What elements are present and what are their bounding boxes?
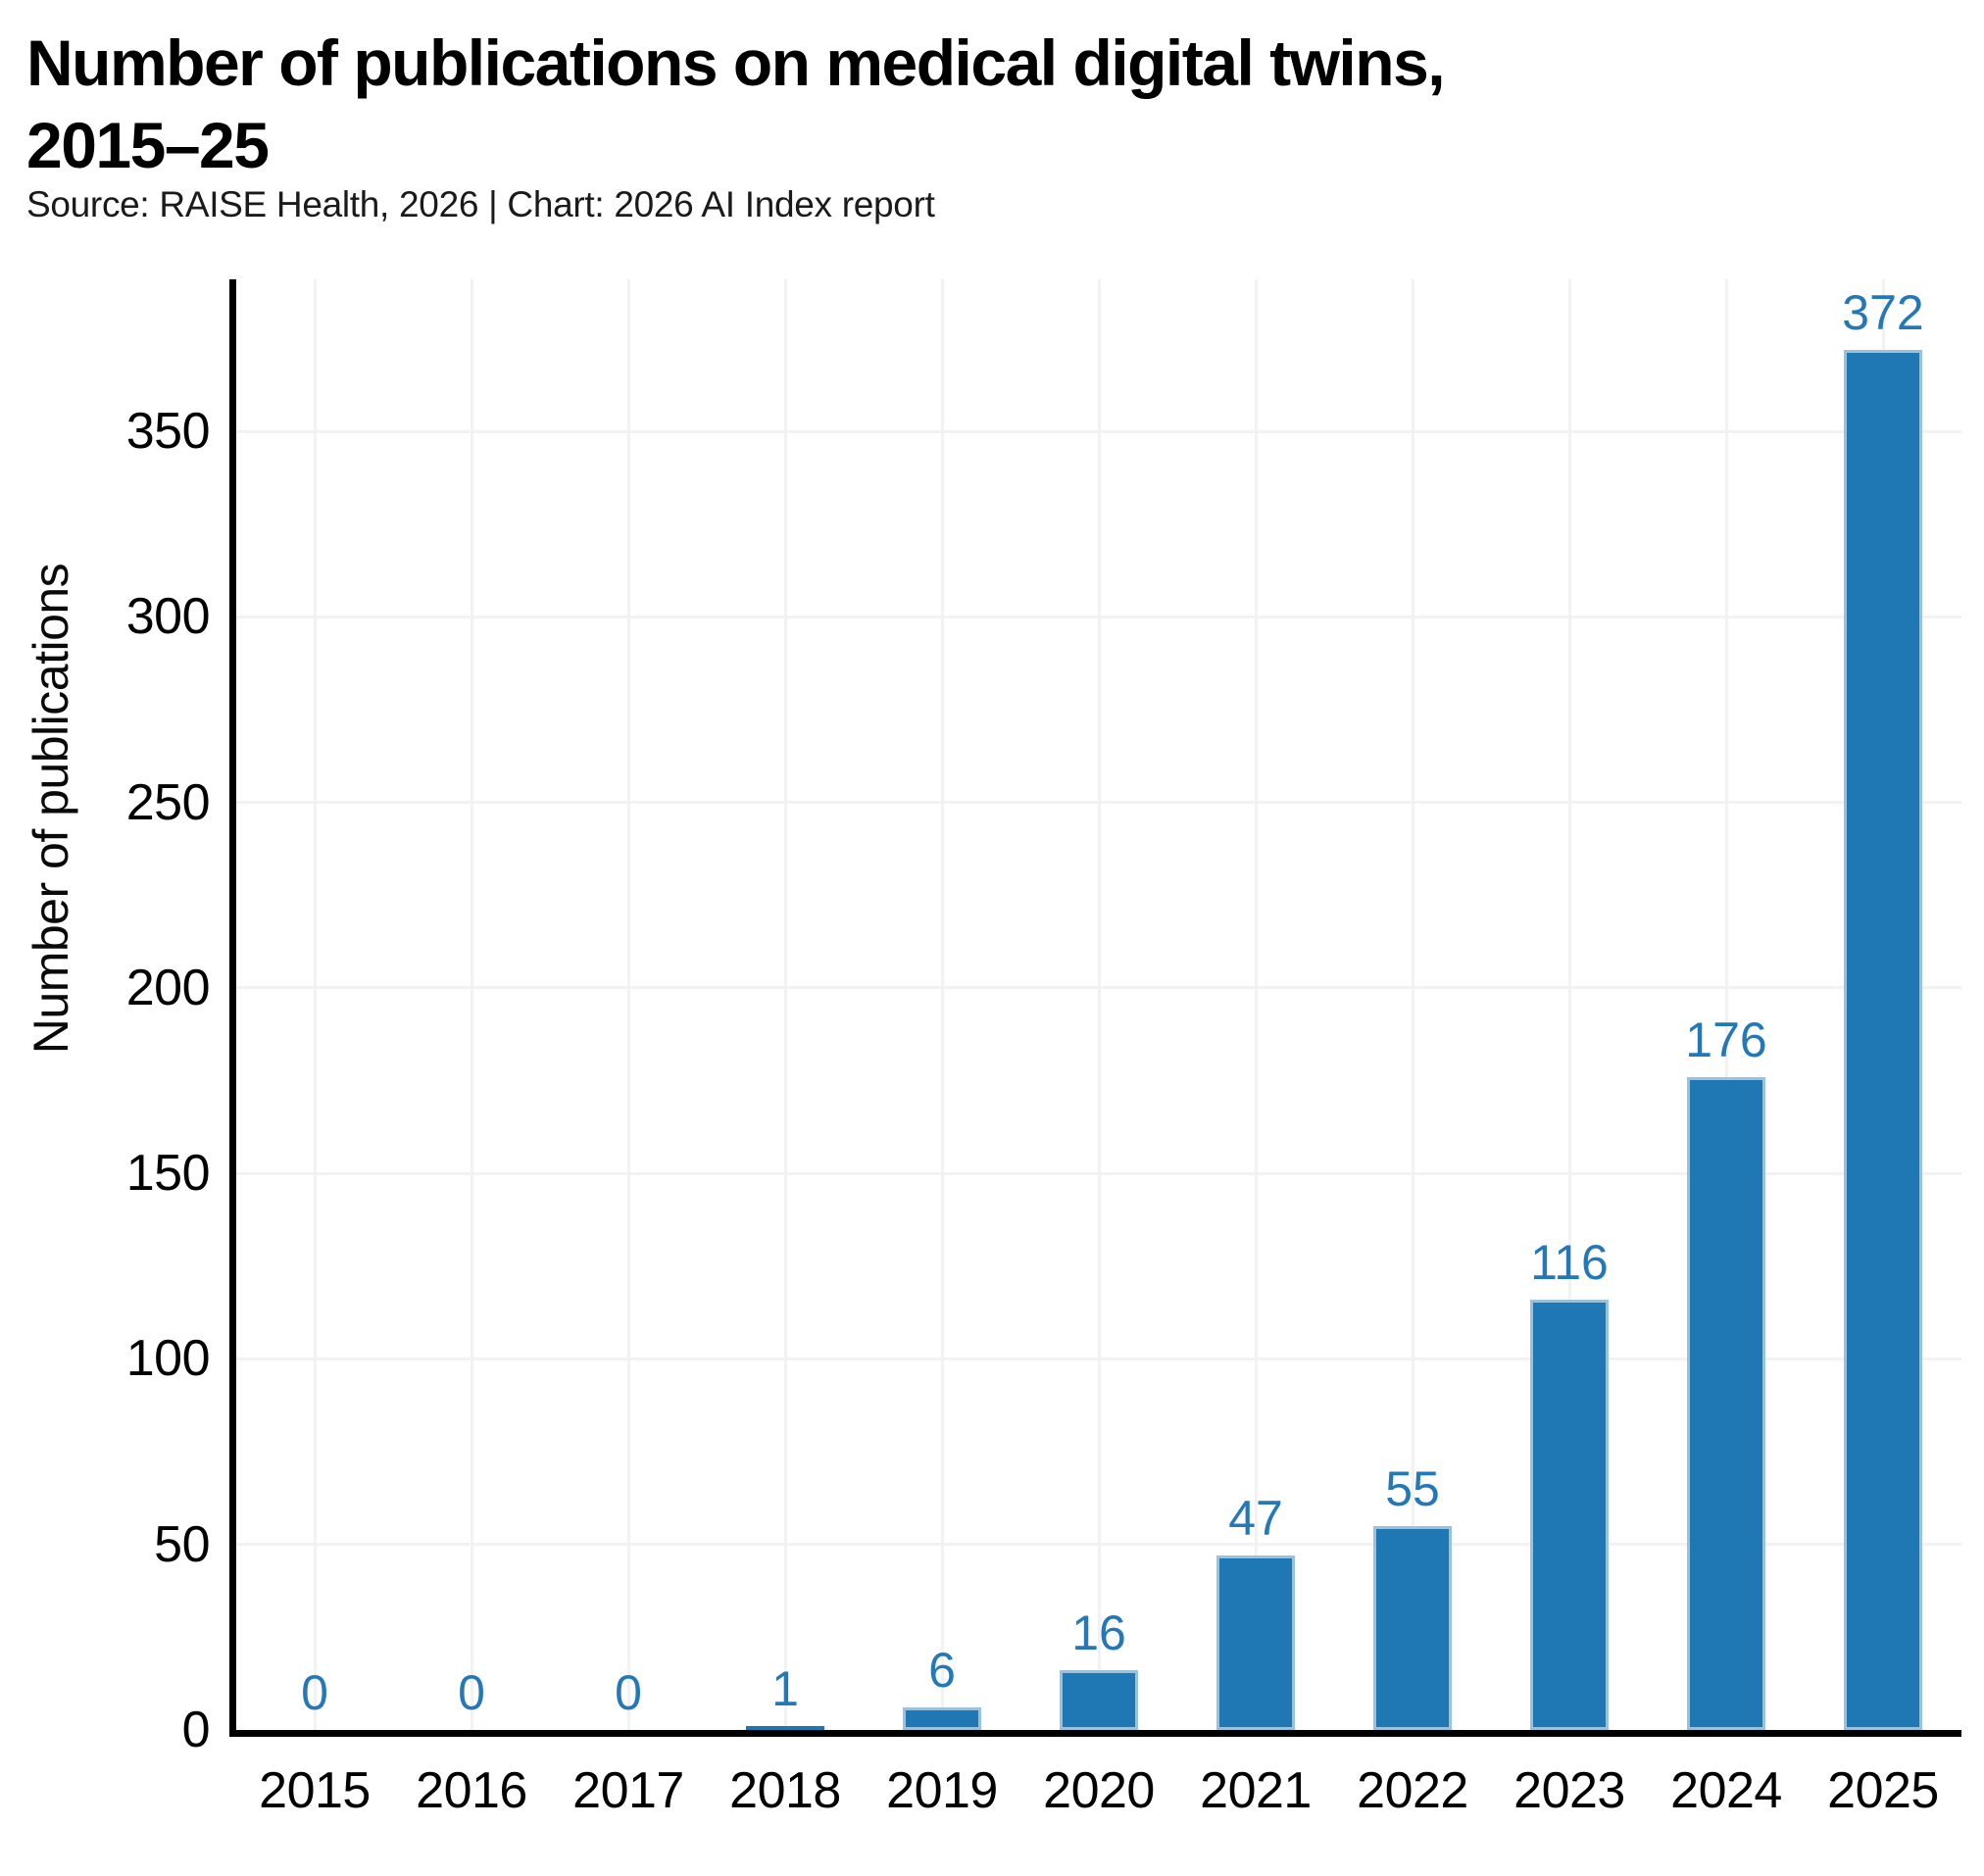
bar-2019 <box>903 1707 981 1730</box>
x-tick-label-2025: 2025 <box>1827 1762 1939 1819</box>
bar-2024 <box>1687 1076 1765 1730</box>
gridline-vertical-2024 <box>1724 279 1728 1730</box>
plot-area: 0 0 0 1 6 16 47 55 116 176 372 <box>229 279 1961 1737</box>
chart-title-line-2: 2015–25 <box>26 109 270 181</box>
x-tick-label-2020: 2020 <box>1043 1762 1155 1819</box>
y-tick-label-100: 100 <box>125 1330 211 1388</box>
x-tick-label-2018: 2018 <box>729 1762 841 1819</box>
chart-title-line-1: Number of publications on medical digita… <box>26 26 1446 99</box>
bar-2023 <box>1530 1299 1609 1730</box>
y-tick-label-150: 150 <box>125 1145 211 1203</box>
value-label-2016: 0 <box>458 1665 485 1720</box>
y-tick-label-0: 0 <box>181 1702 211 1758</box>
value-label-2021: 47 <box>1228 1491 1283 1547</box>
x-tick-label-2017: 2017 <box>572 1762 684 1819</box>
gridline-vertical-2019 <box>940 279 944 1730</box>
gridline-vertical-2017 <box>626 279 630 1730</box>
y-tick-label-350: 350 <box>125 403 211 461</box>
value-label-2024: 176 <box>1685 1012 1767 1067</box>
bar-2018 <box>746 1726 824 1730</box>
bar-2025 <box>1844 349 1922 1730</box>
x-tick-label-2015: 2015 <box>259 1762 371 1819</box>
bar-2020 <box>1060 1670 1138 1730</box>
y-tick-label-250: 250 <box>125 773 211 831</box>
x-tick-label-2024: 2024 <box>1670 1762 1782 1819</box>
chart-title: Number of publications on medical digita… <box>26 22 1446 186</box>
gridline-vertical-2023 <box>1567 279 1571 1730</box>
bar-2021 <box>1216 1555 1295 1730</box>
gridline-vertical-2021 <box>1254 279 1258 1730</box>
y-tick-label-50: 50 <box>154 1515 210 1573</box>
x-tick-label-2022: 2022 <box>1357 1762 1468 1819</box>
value-label-2020: 16 <box>1071 1605 1126 1661</box>
value-label-2015: 0 <box>301 1665 328 1720</box>
y-tick-label-300: 300 <box>125 588 211 646</box>
value-label-2025: 372 <box>1842 284 1924 340</box>
gridline-vertical-2015 <box>313 279 317 1730</box>
value-label-2017: 0 <box>615 1665 642 1720</box>
value-label-2019: 6 <box>928 1643 956 1699</box>
gridline-vertical-2018 <box>783 279 787 1730</box>
chart-source-note: Source: RAISE Health, 2026 | Chart: 2026… <box>26 184 935 224</box>
gridline-vertical-2022 <box>1411 279 1414 1730</box>
x-tick-label-2021: 2021 <box>1200 1762 1312 1819</box>
bar-2022 <box>1373 1525 1452 1730</box>
value-label-2022: 55 <box>1385 1460 1440 1516</box>
value-label-2018: 1 <box>771 1661 799 1717</box>
y-tick-label-200: 200 <box>125 959 211 1016</box>
value-label-2023: 116 <box>1530 1234 1609 1290</box>
x-tick-label-2019: 2019 <box>886 1762 998 1819</box>
gridline-vertical-2020 <box>1097 279 1101 1730</box>
x-tick-label-2016: 2016 <box>416 1762 527 1819</box>
gridline-vertical-2016 <box>470 279 473 1730</box>
x-tick-label-2023: 2023 <box>1513 1762 1625 1819</box>
